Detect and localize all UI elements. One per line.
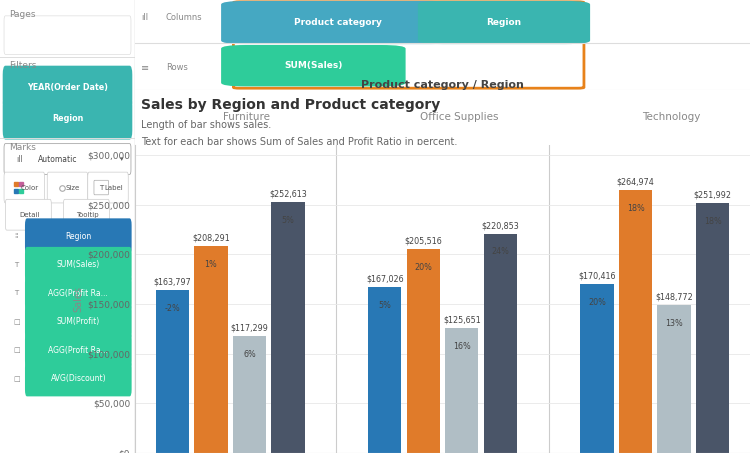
Text: Product category: Product category (294, 18, 382, 27)
FancyBboxPatch shape (25, 218, 132, 254)
FancyBboxPatch shape (88, 172, 128, 203)
FancyBboxPatch shape (3, 96, 132, 140)
Text: SUM(Sales): SUM(Sales) (57, 260, 100, 269)
Text: T: T (99, 184, 104, 191)
Text: $170,416: $170,416 (578, 271, 616, 280)
Text: $252,613: $252,613 (269, 189, 307, 198)
Text: ≡: ≡ (141, 63, 149, 72)
Bar (484, 234, 517, 453)
Text: 6%: 6% (243, 350, 256, 359)
Text: SUM(Sales): SUM(Sales) (284, 61, 343, 70)
Text: $264,974: $264,974 (616, 177, 655, 186)
Text: $220,853: $220,853 (482, 221, 519, 230)
Text: AVG(Discount): AVG(Discount) (50, 374, 106, 383)
FancyBboxPatch shape (25, 247, 132, 282)
Text: Text for each bar shows Sum of Sales and Profit Ratio in percent.: Text for each bar shows Sum of Sales and… (141, 137, 458, 147)
Text: $208,291: $208,291 (192, 234, 230, 242)
Text: $167,026: $167,026 (366, 275, 404, 284)
Text: Product category / Region: Product category / Region (361, 80, 524, 90)
Text: ⁞⁞: ⁞⁞ (14, 233, 19, 239)
Text: $163,797: $163,797 (154, 278, 191, 287)
FancyBboxPatch shape (221, 1, 454, 44)
FancyBboxPatch shape (25, 275, 132, 311)
Text: Furniture: Furniture (224, 112, 270, 122)
Text: $125,651: $125,651 (443, 316, 481, 325)
Text: $205,516: $205,516 (404, 236, 442, 246)
Text: YEAR(Order Date): YEAR(Order Date) (27, 83, 108, 92)
Text: 20%: 20% (588, 298, 606, 307)
Bar (658, 305, 691, 453)
Bar (580, 284, 614, 453)
Bar (232, 337, 266, 453)
Text: □: □ (13, 318, 20, 325)
Bar (194, 246, 227, 453)
FancyBboxPatch shape (25, 333, 132, 368)
FancyBboxPatch shape (4, 172, 44, 203)
Text: AGG(Profit Ra...: AGG(Profit Ra... (49, 346, 108, 355)
Bar (445, 328, 478, 453)
Text: Marks: Marks (10, 143, 36, 152)
Text: ▾: ▾ (120, 156, 123, 162)
Bar (368, 287, 401, 453)
Text: Rows: Rows (166, 63, 188, 72)
Text: Label: Label (104, 184, 123, 191)
Text: □: □ (13, 376, 20, 382)
Text: □: □ (13, 347, 20, 353)
Text: Technology: Technology (642, 112, 700, 122)
Text: Columns: Columns (166, 14, 202, 23)
Text: Filters: Filters (10, 61, 37, 70)
FancyBboxPatch shape (25, 304, 132, 339)
FancyBboxPatch shape (221, 45, 406, 87)
Text: Pages: Pages (10, 10, 36, 19)
Text: -2%: -2% (164, 304, 180, 313)
Bar (619, 190, 652, 453)
Bar (696, 202, 729, 453)
Text: $148,772: $148,772 (656, 293, 693, 302)
Text: $251,992: $251,992 (694, 190, 731, 199)
FancyBboxPatch shape (47, 172, 88, 203)
Text: 18%: 18% (627, 204, 644, 212)
FancyBboxPatch shape (64, 199, 110, 230)
Text: Region: Region (487, 18, 521, 27)
FancyBboxPatch shape (5, 199, 51, 230)
Text: 18%: 18% (704, 217, 722, 226)
Text: 5%: 5% (281, 216, 295, 225)
FancyBboxPatch shape (25, 361, 132, 396)
Text: 1%: 1% (205, 260, 218, 269)
FancyBboxPatch shape (4, 144, 131, 174)
Text: 24%: 24% (491, 247, 509, 256)
Text: T: T (14, 290, 18, 296)
Text: AGG(Profit Ra...: AGG(Profit Ra... (49, 289, 108, 298)
Text: Detail: Detail (20, 212, 40, 218)
Bar (406, 249, 440, 453)
Text: Sales by Region and Product category: Sales by Region and Product category (141, 98, 440, 112)
Text: Tooltip: Tooltip (76, 212, 99, 218)
Text: 16%: 16% (453, 342, 471, 351)
Bar (156, 290, 189, 453)
Y-axis label: Sales: Sales (73, 286, 83, 312)
Text: $117,299: $117,299 (230, 324, 268, 333)
Text: Size: Size (66, 184, 80, 191)
Text: Region: Region (52, 114, 83, 123)
Text: 5%: 5% (378, 301, 392, 310)
FancyBboxPatch shape (4, 16, 131, 54)
Text: Automatic: Automatic (38, 154, 77, 164)
Text: 13%: 13% (665, 319, 683, 328)
Text: Color: Color (21, 184, 39, 191)
Text: ıll: ıll (141, 14, 148, 23)
Text: Region: Region (65, 231, 92, 241)
Text: SUM(Profit): SUM(Profit) (57, 317, 100, 326)
FancyBboxPatch shape (418, 1, 590, 44)
Bar (272, 202, 304, 453)
FancyBboxPatch shape (3, 66, 132, 109)
Text: Office Supplies: Office Supplies (420, 112, 499, 122)
Text: Length of bar shows sales.: Length of bar shows sales. (141, 120, 272, 130)
Text: T: T (14, 261, 18, 268)
Text: ıll: ıll (16, 154, 23, 164)
Text: 20%: 20% (414, 263, 432, 272)
